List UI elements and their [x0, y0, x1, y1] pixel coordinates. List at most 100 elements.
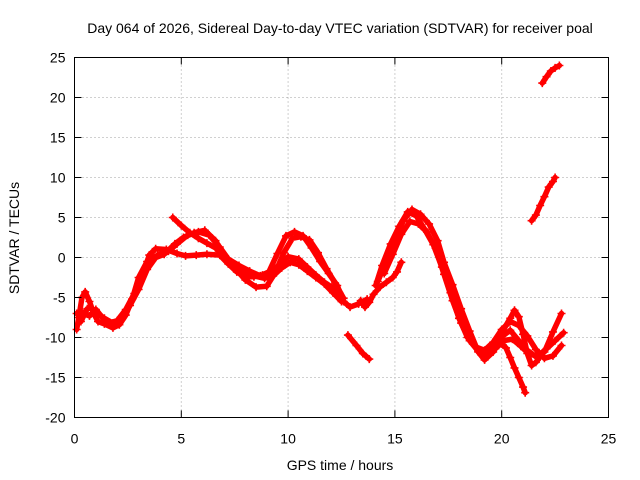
data-point — [523, 349, 532, 358]
data-point — [478, 347, 487, 356]
data-point — [160, 250, 169, 259]
data-point — [249, 271, 258, 280]
data-point — [538, 79, 547, 88]
data-point — [497, 328, 506, 337]
data-point — [117, 315, 126, 324]
ticks: 0 5 10 15 20 25 -20 -15 -10 -5 0 5 10 15 20 25 — [45, 50, 616, 447]
data-point — [322, 264, 331, 273]
data-point — [181, 251, 190, 260]
data-point — [510, 363, 519, 372]
y-tick-label: 0 — [58, 250, 66, 266]
data-point — [108, 319, 117, 328]
data-point — [284, 252, 293, 261]
data-point — [192, 251, 201, 260]
data-point — [93, 317, 102, 326]
data-point — [397, 258, 406, 267]
data-point — [440, 270, 449, 279]
data-point — [369, 290, 378, 299]
data-point — [87, 303, 96, 312]
x-axis-title: GPS time / hours — [287, 457, 394, 473]
data-point — [173, 249, 182, 258]
data-point — [506, 314, 515, 323]
data-point — [536, 201, 545, 210]
data-point — [134, 285, 143, 294]
data-point — [542, 72, 551, 81]
data-point — [557, 341, 566, 350]
data-point — [260, 274, 269, 283]
x-tick-label: 20 — [494, 431, 510, 447]
series-track-4 — [168, 213, 346, 306]
data-point — [382, 278, 391, 287]
data-point — [211, 243, 220, 252]
data-point — [252, 283, 261, 292]
y-axis-title: SDTVAR / TECUs — [6, 182, 22, 294]
data-point — [286, 258, 295, 267]
data-point — [407, 205, 416, 214]
data-point — [540, 192, 549, 201]
data-point — [433, 236, 442, 245]
data-point — [179, 233, 188, 242]
data-point — [510, 306, 519, 315]
x-tick-label: 0 — [71, 431, 79, 447]
data-point — [506, 326, 515, 335]
data-point — [220, 251, 229, 260]
data-point — [239, 266, 248, 275]
data-point — [480, 355, 489, 364]
data-point — [397, 230, 406, 239]
data-point — [508, 335, 517, 344]
y-tick-label: 25 — [50, 50, 66, 66]
data-point — [551, 173, 560, 182]
y-tick-label: -20 — [45, 410, 65, 426]
data-point — [388, 250, 397, 259]
plot-area — [72, 61, 568, 397]
data-point — [72, 325, 81, 334]
data-point — [519, 383, 528, 392]
data-point — [343, 331, 352, 340]
data-point — [202, 239, 211, 248]
data-point — [425, 219, 434, 228]
data-point — [151, 244, 160, 253]
series-track-12 — [527, 173, 560, 225]
data-point — [393, 267, 402, 276]
data-point — [328, 288, 337, 297]
data-point — [145, 251, 154, 260]
series-track-5 — [343, 331, 374, 364]
data-point — [519, 330, 528, 339]
data-point — [177, 221, 186, 230]
data-point — [281, 231, 290, 240]
data-point — [126, 301, 135, 310]
data-point — [527, 216, 536, 225]
data-point — [170, 239, 179, 248]
data-point — [365, 355, 374, 364]
data-point — [559, 328, 568, 337]
data-point — [501, 343, 510, 352]
data-point — [93, 310, 102, 319]
data-point — [557, 309, 566, 318]
y-tick-label: 20 — [50, 90, 66, 106]
x-tick-label: 25 — [601, 431, 617, 447]
data-point — [491, 338, 500, 347]
data-point — [305, 235, 314, 244]
y-tick-label: -15 — [45, 370, 65, 386]
data-point — [551, 63, 560, 72]
data-point — [527, 361, 536, 370]
data-point — [352, 341, 361, 350]
data-point — [262, 282, 271, 291]
data-point — [360, 303, 369, 312]
x-tick-label: 5 — [177, 431, 185, 447]
x-tick-label: 10 — [280, 431, 296, 447]
data-point — [431, 243, 440, 252]
y-tick-label: -10 — [45, 330, 65, 346]
data-point — [143, 265, 152, 274]
data-point — [373, 277, 382, 286]
data-point — [414, 219, 423, 228]
data-point — [100, 314, 109, 323]
data-point — [551, 336, 560, 345]
data-point — [279, 248, 288, 257]
data-point — [472, 343, 481, 352]
data-point — [194, 234, 203, 243]
data-point — [546, 67, 555, 76]
plot-frame — [74, 57, 609, 418]
data-point — [211, 236, 220, 245]
